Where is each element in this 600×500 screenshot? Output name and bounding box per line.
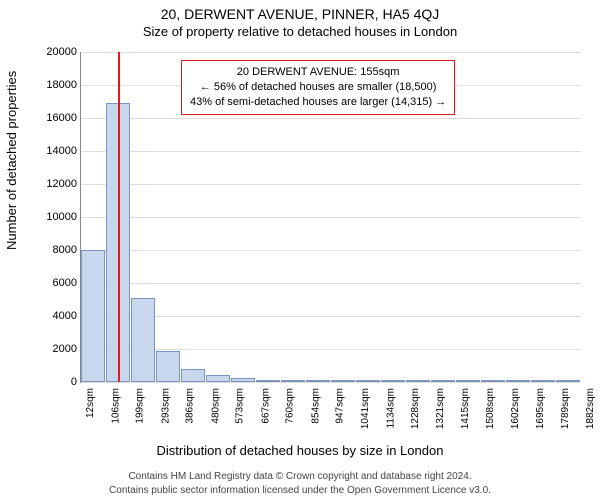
histogram-bar — [281, 380, 305, 382]
gridline — [81, 382, 581, 383]
histogram-bar — [381, 380, 405, 382]
x-tick-label: 480sqm — [210, 388, 221, 424]
x-tick-label: 1041sqm — [360, 388, 371, 429]
x-tick-label: 386sqm — [185, 388, 196, 424]
histogram-bar — [406, 380, 430, 382]
chart-container: 20, DERWENT AVENUE, PINNER, HA5 4QJ Size… — [0, 0, 600, 500]
x-tick-label: 106sqm — [110, 388, 121, 424]
x-tick-label: 1882sqm — [585, 388, 596, 429]
histogram-bar — [206, 375, 230, 382]
x-tick-label: 12sqm — [85, 388, 96, 418]
gridline — [81, 52, 581, 53]
histogram-bar — [231, 378, 255, 382]
gridline — [81, 283, 581, 284]
x-tick-label: 199sqm — [135, 388, 146, 424]
x-tick-label: 667sqm — [260, 388, 271, 424]
gridline — [81, 151, 581, 152]
gridline — [81, 184, 581, 185]
x-tick-label: 1321sqm — [435, 388, 446, 429]
callout-line3: 43% of semi-detached houses are larger (… — [190, 95, 446, 110]
x-tick-label: 293sqm — [160, 388, 171, 424]
x-tick-label: 1228sqm — [410, 388, 421, 429]
histogram-bar — [81, 250, 105, 382]
y-tick-label: 4000 — [17, 310, 77, 322]
callout-line2: ← 56% of detached houses are smaller (18… — [190, 80, 446, 95]
y-tick-label: 16000 — [17, 112, 77, 124]
histogram-bar — [481, 380, 505, 382]
histogram-bar — [181, 369, 205, 382]
callout-line1: 20 DERWENT AVENUE: 155sqm — [190, 65, 446, 80]
y-tick-label: 12000 — [17, 178, 77, 190]
gridline — [81, 250, 581, 251]
histogram-bar — [356, 380, 380, 382]
y-tick-label: 8000 — [17, 244, 77, 256]
x-tick-label: 1602sqm — [510, 388, 521, 429]
histogram-bar — [131, 298, 155, 382]
x-tick-label: 1415sqm — [460, 388, 471, 429]
histogram-bar — [431, 380, 455, 382]
footer-copyright: Contains HM Land Registry data © Crown c… — [0, 471, 600, 482]
histogram-bar — [156, 351, 180, 382]
callout-box: 20 DERWENT AVENUE: 155sqm← 56% of detach… — [181, 60, 455, 115]
histogram-bar — [456, 380, 480, 382]
histogram-bar — [331, 380, 355, 382]
y-tick-label: 0 — [17, 376, 77, 388]
y-tick-label: 18000 — [17, 79, 77, 91]
y-tick-label: 20000 — [17, 46, 77, 58]
x-tick-label: 1134sqm — [385, 388, 396, 428]
x-tick-label: 1789sqm — [560, 388, 571, 429]
x-tick-label: 1508sqm — [485, 388, 496, 429]
y-tick-label: 10000 — [17, 211, 77, 223]
chart-title-sub: Size of property relative to detached ho… — [0, 24, 600, 39]
x-tick-label: 854sqm — [310, 388, 321, 424]
x-axis-label: Distribution of detached houses by size … — [0, 443, 600, 458]
x-tick-label: 947sqm — [335, 388, 346, 424]
histogram-bar — [306, 380, 330, 382]
y-axis-label: Number of detached properties — [4, 71, 19, 250]
histogram-bar — [556, 380, 580, 382]
y-tick-label: 2000 — [17, 343, 77, 355]
y-tick-label: 14000 — [17, 145, 77, 157]
histogram-bar — [256, 380, 280, 382]
histogram-bar — [531, 380, 555, 382]
plot-area: 0200040006000800010000120001400016000180… — [80, 52, 581, 383]
property-marker-line — [118, 52, 120, 382]
footer-licence: Contains public sector information licen… — [0, 485, 600, 496]
histogram-bar — [506, 380, 530, 382]
x-tick-label: 1695sqm — [535, 388, 546, 429]
x-tick-label: 573sqm — [235, 388, 246, 424]
y-tick-label: 6000 — [17, 277, 77, 289]
gridline — [81, 118, 581, 119]
gridline — [81, 316, 581, 317]
chart-title-main: 20, DERWENT AVENUE, PINNER, HA5 4QJ — [0, 6, 600, 22]
gridline — [81, 217, 581, 218]
x-tick-label: 760sqm — [285, 388, 296, 424]
